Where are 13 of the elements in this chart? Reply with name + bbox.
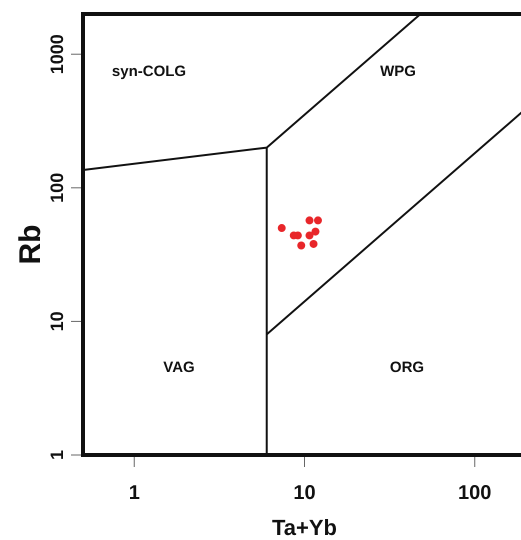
annotation: WPG [380,63,416,80]
y-tick-label: 100 [47,172,67,203]
x-tick-label: 100 [458,482,492,504]
y-tick-label: 10 [47,311,67,332]
x-axis-title: Ta+Yb [272,515,338,540]
x-tick-label: 1 [128,482,140,504]
x-tick-label: 10 [293,482,316,504]
y-tick-label: 1000 [47,34,67,74]
annotation: syn-COLG [112,63,186,80]
y-axis-title: Rb [14,224,47,264]
annotation: ORG [390,359,424,376]
y-tick-label: 1 [47,450,67,460]
annotation: VAG [163,359,195,376]
